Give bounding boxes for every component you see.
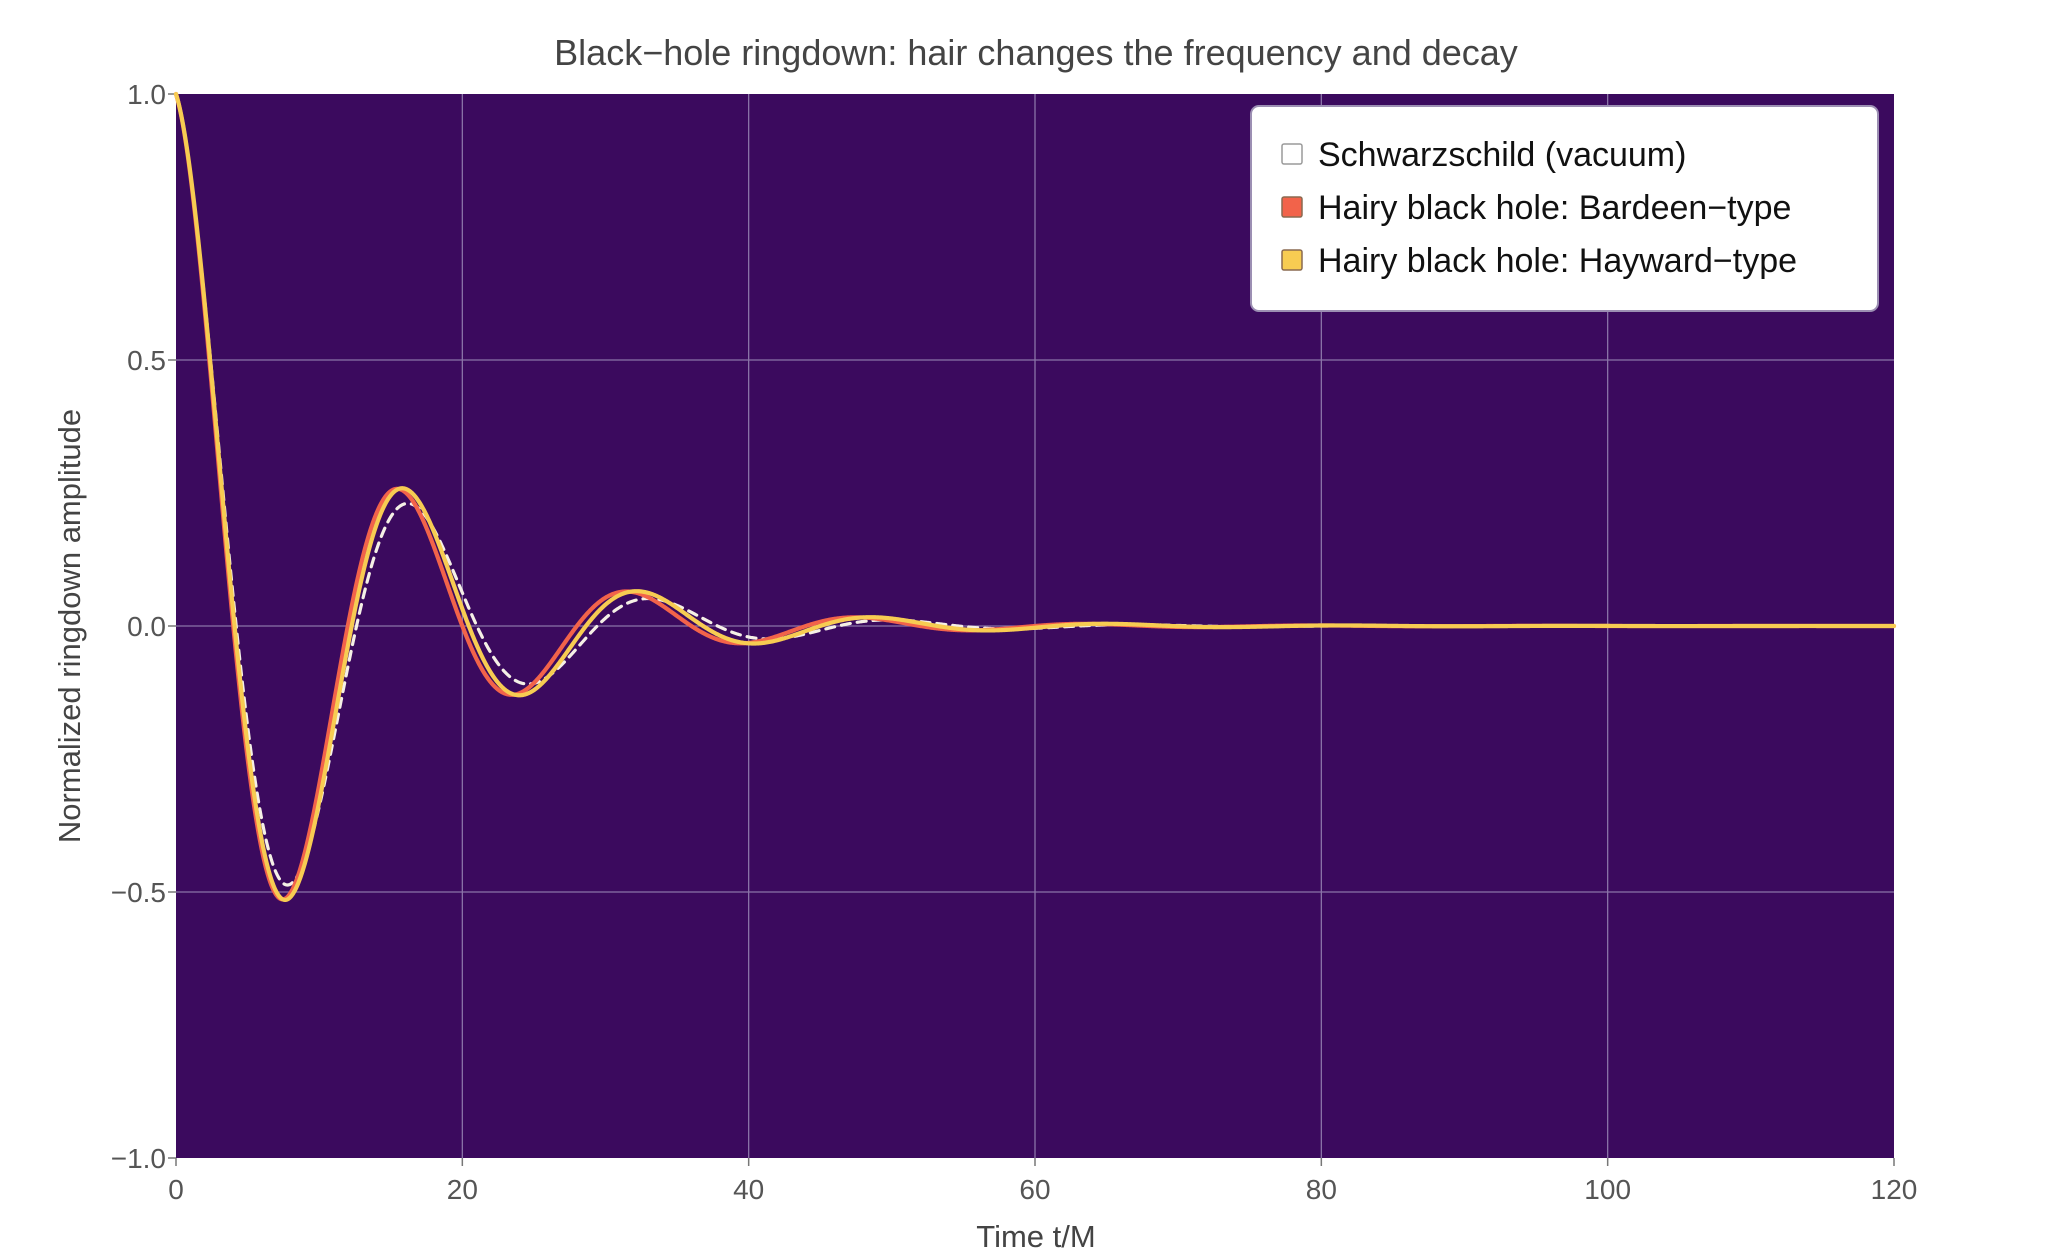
legend: Schwarzschild (vacuum) Hairy black hole: … [1250,105,1879,312]
legend-label: Hairy black hole: Bardeen−type [1318,189,1791,227]
chart-title: Black−hole ringdown: hair changes the fr… [554,32,1518,73]
axis-ticks: 0 20 40 60 80 100 120 1.0 0.5 0.0 −0.5 −1.0 [111,79,1918,1205]
x-tick-label: 0 [168,1174,184,1205]
y-tick-label: −0.5 [111,877,166,908]
legend-label: Hairy black hole: Hayward−type [1318,242,1797,280]
x-tick-label: 20 [447,1174,478,1205]
x-tick-label: 80 [1306,1174,1337,1205]
legend-swatch [1281,143,1303,165]
x-tick-label: 40 [733,1174,764,1205]
legend-swatch [1281,249,1303,271]
x-axis-label: Time t/M [976,1219,1095,1254]
legend-swatch [1281,196,1303,218]
x-tick-label: 100 [1584,1174,1631,1205]
y-tick-label: 1.0 [127,79,166,110]
y-tick-label: 0.0 [127,611,166,642]
legend-box [1250,105,1879,312]
x-tick-label: 60 [1019,1174,1050,1205]
y-tick-label: −1.0 [111,1143,166,1174]
legend-label: Schwarzschild (vacuum) [1318,136,1686,174]
x-tick-label: 120 [1871,1174,1918,1205]
series-lines [173,91,1897,903]
series-line-2 [173,91,1897,903]
y-axis-label: Normalized ringdown amplitude [52,409,87,843]
y-tick-label: 0.5 [127,345,166,376]
